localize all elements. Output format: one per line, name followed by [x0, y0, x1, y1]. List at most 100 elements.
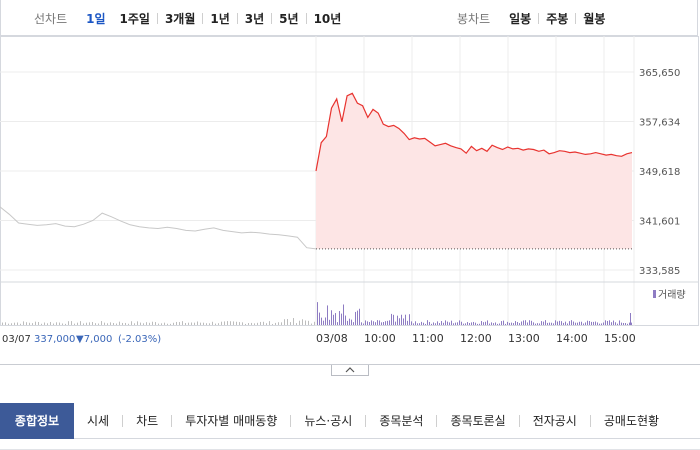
tab-news-disclosure[interactable]: 뉴스·공시	[304, 414, 353, 428]
volume-bar	[101, 321, 102, 325]
volume-bar	[251, 322, 252, 325]
period-1d-button[interactable]: 1일	[86, 11, 106, 26]
tab-short-selling[interactable]: 공매도현황	[603, 414, 660, 428]
volume-bar	[527, 322, 528, 325]
volume-bar	[487, 320, 488, 325]
period-5y-button[interactable]: 5년	[279, 11, 299, 26]
volume-legend-marker	[653, 290, 656, 298]
volume-legend-label: 거래량	[658, 289, 686, 301]
volume-bar	[469, 322, 470, 325]
volume-bar	[361, 322, 362, 325]
volume-bar	[539, 323, 540, 325]
candle-weekly-button[interactable]: 주봉	[546, 11, 569, 26]
volume-bar	[215, 323, 216, 325]
volume-bar	[26, 322, 27, 325]
volume-bar	[381, 322, 382, 325]
tab-analysis[interactable]: 종목분석	[379, 414, 424, 428]
separator	[171, 414, 173, 427]
volume-bar	[585, 322, 586, 325]
volume-bar	[317, 302, 318, 325]
separator	[236, 12, 238, 24]
volume-bar	[387, 320, 388, 325]
volume-bar	[179, 322, 180, 325]
y-tick-label: 349,618	[639, 167, 680, 178]
volume-bar	[47, 323, 48, 325]
volume-bar	[56, 322, 57, 325]
volume-bar	[95, 323, 96, 325]
volume-bar	[230, 321, 231, 325]
tab-chart[interactable]: 차트	[136, 414, 159, 428]
volume-bar	[323, 320, 324, 325]
volume-bar	[20, 323, 21, 325]
volume-bar	[531, 320, 532, 325]
volume-bar	[577, 322, 578, 325]
x-tick-label: 10:00	[364, 332, 396, 345]
volume-bar	[333, 314, 334, 325]
volume-bar	[395, 321, 396, 325]
volume-bar	[471, 322, 472, 325]
tab-e-disclosure[interactable]: 전자공시	[532, 414, 577, 428]
volume-bar	[397, 315, 398, 325]
volume-bar	[152, 321, 153, 325]
tab-overview[interactable]: 종합정보	[0, 402, 74, 439]
volume-bar	[128, 323, 129, 325]
volume-bar	[83, 323, 84, 325]
period-1w-button[interactable]: 1주일	[119, 11, 150, 26]
volume-bar	[173, 322, 174, 325]
volume-bar	[35, 321, 36, 325]
separator	[518, 414, 520, 427]
volume-bar	[553, 323, 554, 325]
volume-bar	[209, 323, 210, 325]
today-price-line	[315, 92, 633, 172]
volume-bar	[32, 323, 33, 325]
volume-bar	[254, 323, 255, 325]
period-10y-button[interactable]: 10년	[313, 11, 342, 26]
prev-day-date: 03/07	[2, 334, 31, 345]
divider	[0, 364, 700, 365]
volume-bar	[607, 320, 608, 325]
volume-bar	[17, 322, 18, 325]
candle-monthly-button[interactable]: 월봉	[583, 11, 606, 26]
volume-bar	[363, 323, 364, 325]
volume-bar	[248, 323, 249, 325]
volume-bar	[359, 308, 360, 325]
period-3m-button[interactable]: 3개월	[164, 11, 196, 26]
volume-bar	[457, 322, 458, 325]
tab-price[interactable]: 시세	[87, 414, 110, 428]
volume-bar	[537, 323, 538, 325]
period-3y-button[interactable]: 3년	[244, 11, 265, 26]
volume-bar	[158, 323, 159, 325]
volume-bar	[525, 320, 526, 325]
volume-bar	[302, 319, 303, 325]
volume-bar	[98, 323, 99, 325]
volume-bar	[591, 321, 592, 325]
volume-bar	[561, 321, 562, 325]
chart-toolbar: 선차트 1일 1주일 3개월 1년 3년 5년 10년 봉차트 일봉 주봉 월봉	[0, 0, 698, 36]
volume-bar	[491, 322, 492, 325]
volume-bar	[373, 321, 374, 325]
volume-bar	[503, 320, 504, 325]
volume-bar	[107, 323, 108, 325]
tab-investor-trading[interactable]: 투자자별 매매동향	[185, 414, 278, 428]
candle-daily-button[interactable]: 일봉	[509, 11, 532, 26]
volume-bar	[497, 323, 498, 325]
volume-bar	[308, 320, 309, 325]
volume-bar	[391, 313, 392, 325]
volume-bar	[609, 320, 610, 325]
volume-bar	[541, 321, 542, 325]
volume-bar	[335, 313, 336, 325]
tab-discussion[interactable]: 종목토론실	[450, 414, 506, 428]
volume-bar	[423, 322, 424, 325]
collapse-toggle-button[interactable]	[331, 365, 369, 376]
volume-bar	[417, 323, 418, 325]
volume-bar	[569, 321, 570, 325]
volume-bar	[567, 323, 568, 325]
period-1y-button[interactable]: 1년	[210, 11, 230, 26]
volume-bar	[239, 322, 240, 325]
volume-bar	[435, 323, 436, 325]
stock-chart[interactable]: 365,650 357,634 349,618 341,601 333,585 거래량 03…	[0, 36, 700, 364]
volume-bar	[113, 323, 114, 325]
volume-bar	[284, 319, 285, 325]
line-chart-periods: 선차트 1일 1주일 3개월 1년 3년 5년 10년	[34, 0, 348, 36]
volume-bar	[53, 323, 54, 325]
